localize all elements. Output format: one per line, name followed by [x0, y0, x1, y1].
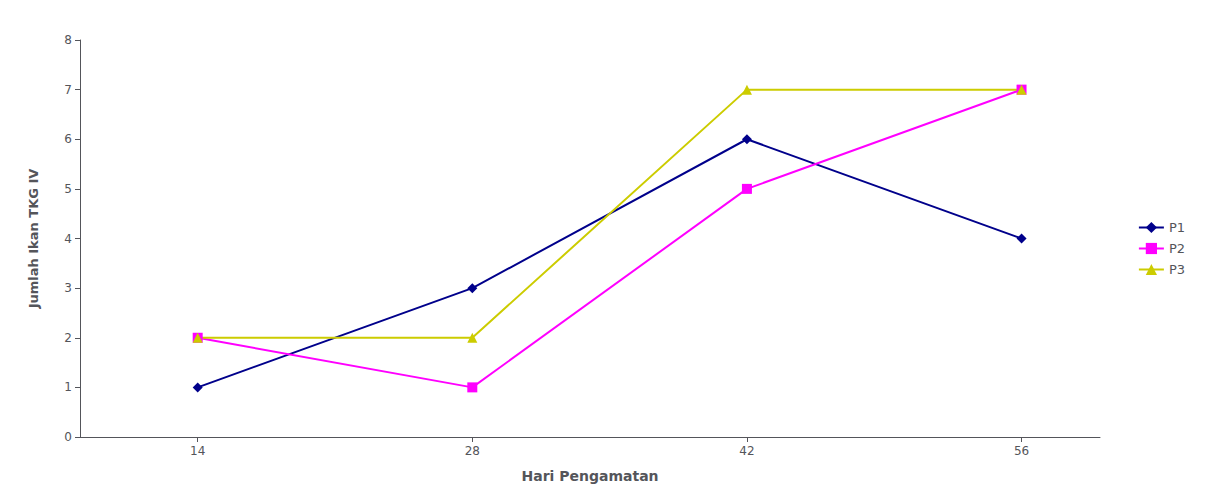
- svg-text:P3: P3: [1169, 262, 1185, 277]
- svg-text:P2: P2: [1169, 241, 1185, 256]
- svg-text:14: 14: [190, 444, 205, 458]
- svg-text:7: 7: [64, 83, 72, 97]
- svg-text:P1: P1: [1169, 220, 1185, 235]
- svg-text:1: 1: [64, 380, 72, 394]
- svg-text:0: 0: [64, 430, 72, 444]
- svg-text:28: 28: [465, 444, 480, 458]
- svg-text:42: 42: [739, 444, 754, 458]
- svg-text:6: 6: [64, 132, 72, 146]
- svg-text:3: 3: [64, 281, 72, 295]
- svg-text:2: 2: [64, 331, 72, 345]
- svg-text:Jumlah Ikan TKG IV: Jumlah Ikan TKG IV: [26, 169, 41, 310]
- svg-text:5: 5: [64, 182, 72, 196]
- svg-text:8: 8: [64, 33, 72, 47]
- svg-text:56: 56: [1014, 444, 1029, 458]
- svg-text:4: 4: [64, 232, 72, 246]
- svg-text:Hari Pengamatan: Hari Pengamatan: [521, 468, 658, 484]
